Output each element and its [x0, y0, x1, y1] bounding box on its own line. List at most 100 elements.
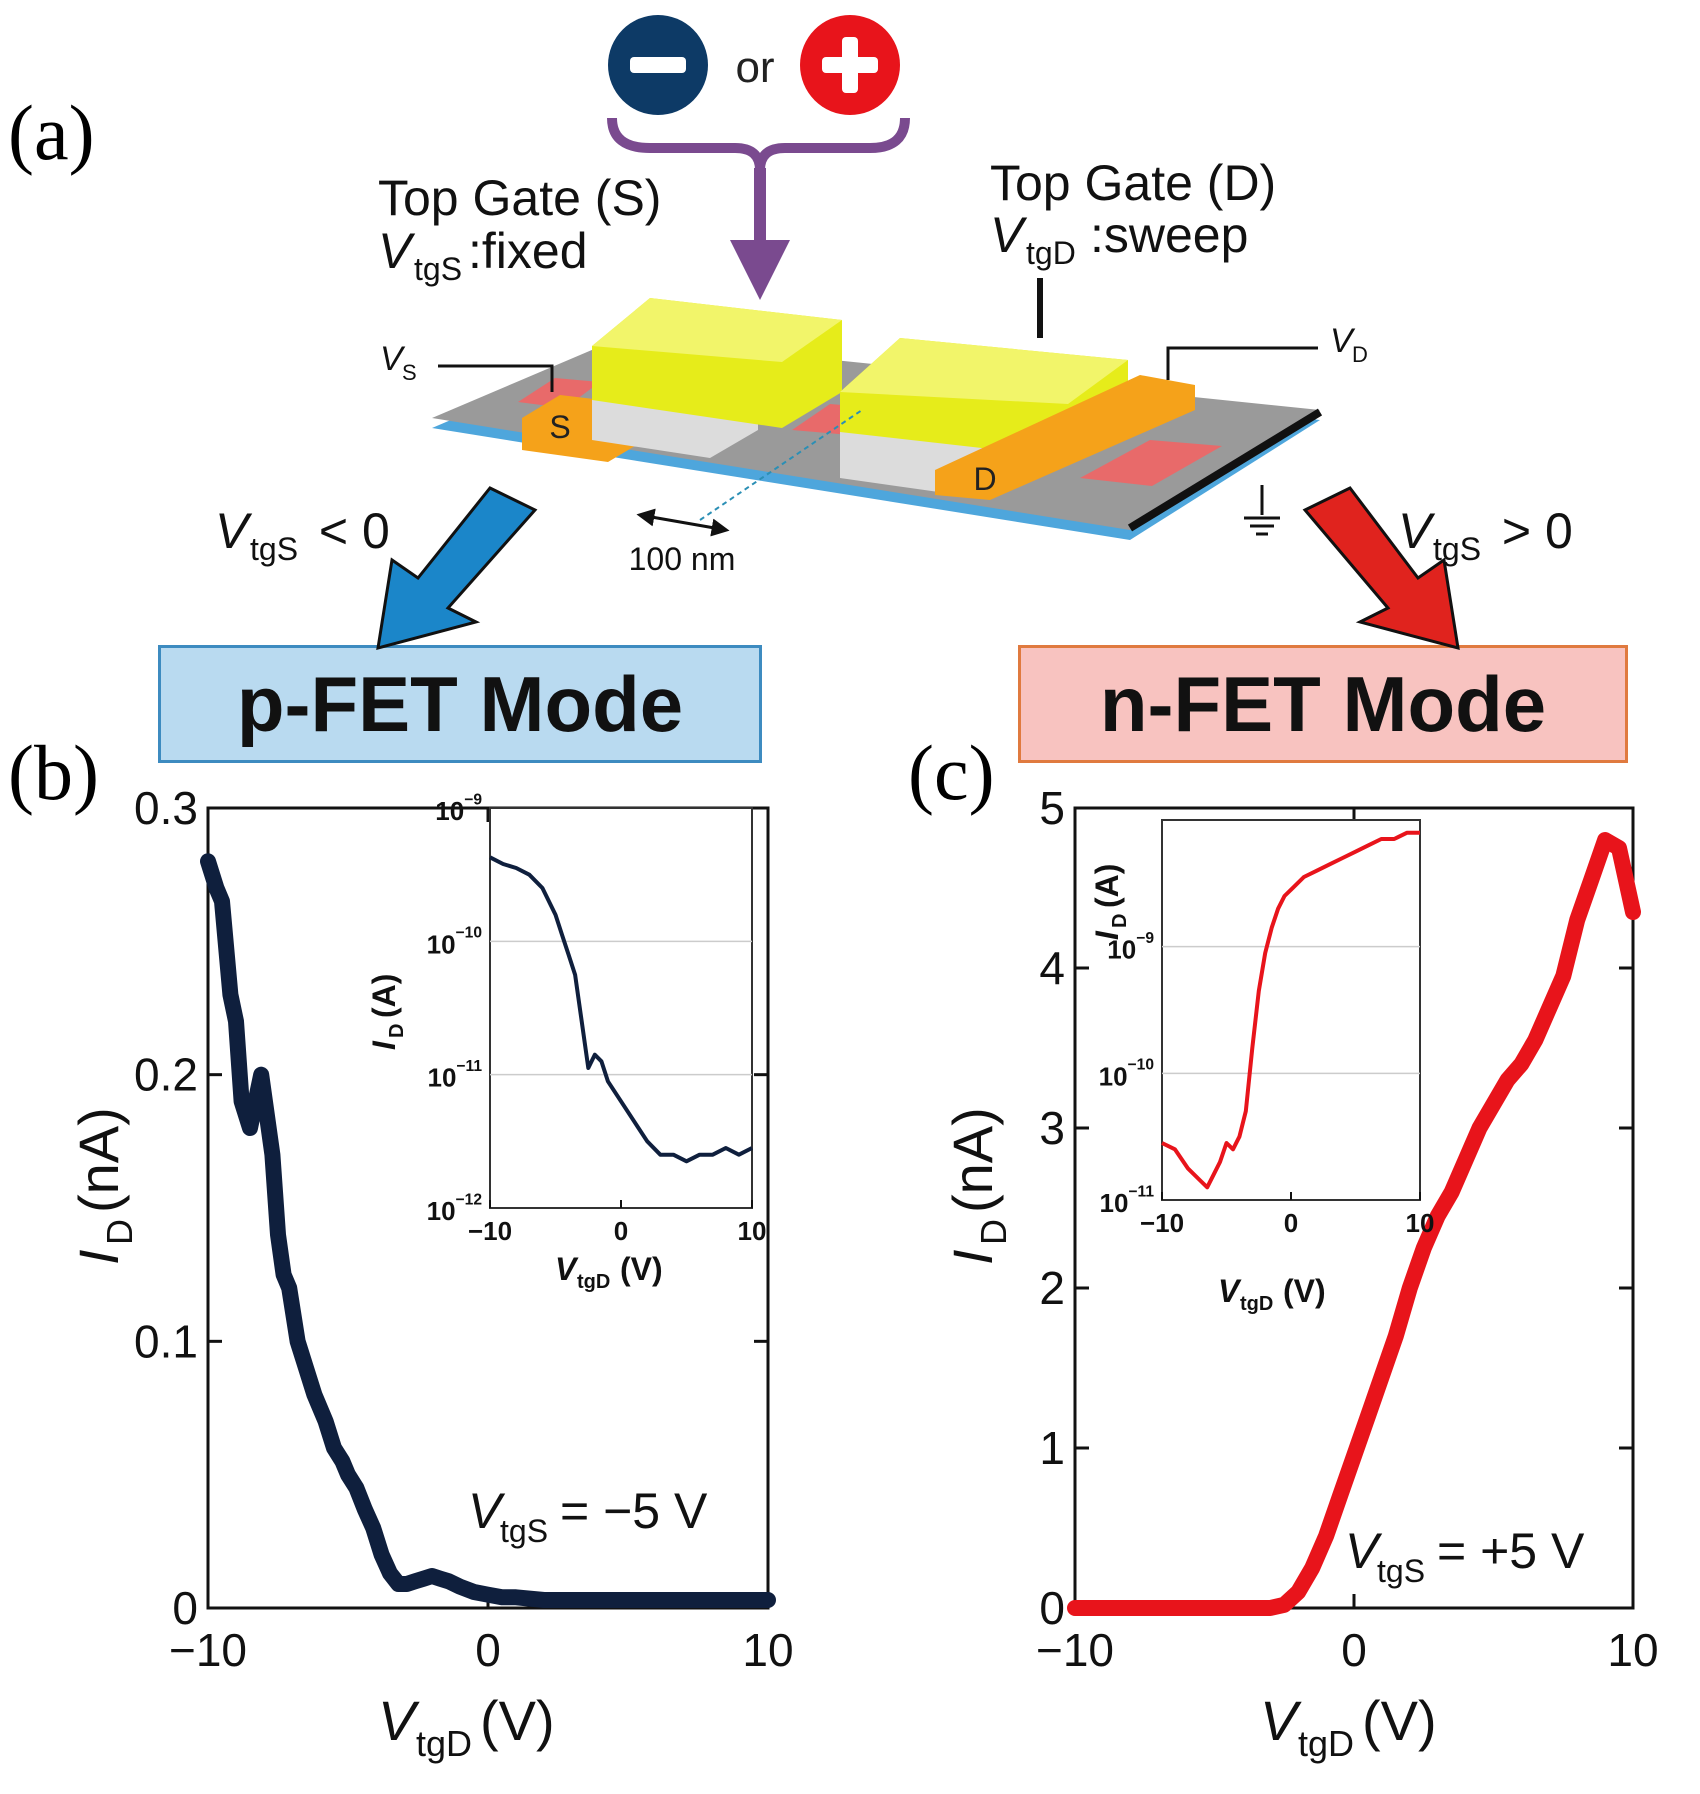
inset-x-tick-label: 10	[738, 1216, 767, 1246]
svg-text:tgD: tgD	[1240, 1293, 1273, 1315]
svg-text:(A): (A)	[366, 974, 402, 1018]
n-fet-mode-box: n-FET Mode	[1018, 645, 1628, 763]
svg-text:(V): (V)	[1283, 1273, 1326, 1309]
chart-c-plot	[1067, 832, 1641, 1616]
data-series-line	[1067, 832, 1641, 1616]
chart-b-annotation: V tgS = −5 V	[468, 1483, 708, 1549]
chart-b-inset-frame	[489, 807, 753, 1209]
top-gate-s-sub: tgS	[414, 251, 462, 287]
top-gate-s-mode: :fixed	[468, 223, 588, 279]
source-label: S	[549, 409, 570, 445]
x-tick-label: 0	[1341, 1624, 1367, 1676]
left-cond-rel: < 0	[305, 503, 390, 559]
left-cond-var: V	[215, 503, 253, 559]
panel-label-c: (c)	[908, 729, 995, 816]
y-tick-label: 0	[172, 1582, 198, 1634]
inset-series-line	[489, 855, 753, 1164]
inset-x-tick-label: 0	[614, 1216, 628, 1246]
chart-b-inset-ylabel: I D (A)	[366, 974, 408, 1050]
right-cond-rel: > 0	[1488, 503, 1573, 559]
svg-text:D: D	[99, 1219, 140, 1245]
x-tick-label: −10	[169, 1624, 247, 1676]
svg-text:V: V	[378, 1689, 420, 1752]
inset-y-tick-label: 10−11	[1099, 1183, 1154, 1218]
svg-text:I: I	[366, 1040, 402, 1050]
chart-b: 00.10.20.3−10 0 10 I D (nA) V tgD (V) V tg…	[67, 782, 794, 1764]
chart-c-inset-xlabel: V tgD (V)	[1218, 1273, 1326, 1315]
device-schematic: or Top Gate (S) V tgS :fixed Top Gate (D…	[215, 15, 1573, 651]
scale-bar	[636, 508, 730, 537]
svg-text:I: I	[67, 1249, 130, 1265]
chart-b-xlabel: V tgD (V)	[378, 1689, 555, 1764]
drain-label: D	[973, 461, 996, 497]
y-tick-label: 0.3	[134, 782, 198, 834]
svg-text:I: I	[941, 1249, 1004, 1265]
svg-text:V: V	[1260, 1689, 1302, 1752]
svg-text:V: V	[1218, 1273, 1242, 1309]
substrate-edge	[1127, 408, 1323, 532]
x-tick-label: 10	[1607, 1624, 1658, 1676]
inset-x-tick-label: −10	[468, 1216, 512, 1246]
vs-sub: S	[402, 360, 417, 385]
inset-x-tick-label: 10	[1406, 1208, 1435, 1238]
chart-b-plot	[200, 853, 776, 1608]
top-gate-d-mode: :sweep	[1090, 207, 1248, 263]
chart-c-inset: 10−11 10−10 10−9 −10 0 10	[1099, 830, 1435, 1238]
top-gate-s-title: Top Gate (S)	[378, 170, 661, 226]
svg-text:= +5 V: = +5 V	[1437, 1523, 1585, 1579]
svg-text:tgD: tgD	[416, 1723, 472, 1764]
vd-sub: D	[1352, 342, 1368, 367]
n-mode-arrow-icon	[1302, 486, 1460, 651]
chart-c-inset-frame	[1161, 819, 1421, 1201]
svg-text:tgS: tgS	[1377, 1553, 1425, 1589]
right-pink-region	[1080, 440, 1222, 486]
p-fet-mode-label: p-FET Mode	[236, 659, 684, 748]
svg-text:V: V	[555, 1251, 579, 1287]
svg-text:= −5 V: = −5 V	[560, 1483, 708, 1539]
right-cond-var: V	[1398, 503, 1436, 559]
chart-c-inset-ylabel: I D (A)	[1089, 864, 1131, 940]
scale-label: 100 nm	[629, 541, 736, 577]
x-tick-label: −10	[1036, 1624, 1114, 1676]
vd-var: V	[1330, 322, 1356, 360]
gate-d-top-face	[840, 338, 1128, 404]
x-tick-label: 0	[475, 1624, 501, 1676]
svg-text:(V): (V)	[480, 1689, 555, 1752]
inset-y-tick-label: 10−11	[427, 1058, 482, 1093]
panel-label-b: (b)	[8, 729, 99, 816]
p-fet-mode-box: p-FET Mode	[158, 645, 762, 763]
svg-text:(nA): (nA)	[941, 1107, 1004, 1213]
vs-lead	[438, 364, 554, 392]
top-gate-d-sub: tgD	[1026, 235, 1076, 271]
y-tick-label: 1	[1039, 1422, 1065, 1474]
svg-text:tgS: tgS	[500, 1513, 548, 1549]
inset-series-line	[1161, 830, 1420, 1190]
channel-gap-marker	[699, 409, 863, 521]
left-cond-sub: tgS	[250, 531, 298, 567]
svg-text:D: D	[386, 1024, 408, 1038]
svg-text:I: I	[1089, 930, 1125, 940]
svg-text:tgD: tgD	[1298, 1723, 1354, 1764]
y-tick-label: 4	[1039, 942, 1065, 994]
polarity-or-text: or	[735, 43, 774, 92]
svg-text:V: V	[1345, 1523, 1383, 1579]
drain-contact	[935, 375, 1195, 500]
inset-y-tick-label: 10−12	[427, 1191, 483, 1226]
inset-y-tick-label: 10−9	[1107, 930, 1154, 965]
negative-polarity-icon	[608, 15, 708, 115]
p-mode-arrow-icon	[376, 486, 538, 651]
y-tick-label: 5	[1039, 782, 1065, 834]
top-gate-d-title: Top Gate (D)	[990, 155, 1276, 211]
inset-y-tick-label: 10−9	[435, 791, 482, 826]
y-tick-label: 0	[1039, 1582, 1065, 1634]
chart-c-xlabel: V tgD (V)	[1260, 1689, 1437, 1764]
positive-polarity-icon	[800, 15, 900, 115]
svg-text:tgD: tgD	[577, 1271, 610, 1293]
gate-s-top-face	[592, 298, 842, 362]
vd-lead	[1166, 346, 1318, 380]
ground-icon	[1244, 485, 1280, 536]
left-pink-region	[518, 378, 600, 408]
